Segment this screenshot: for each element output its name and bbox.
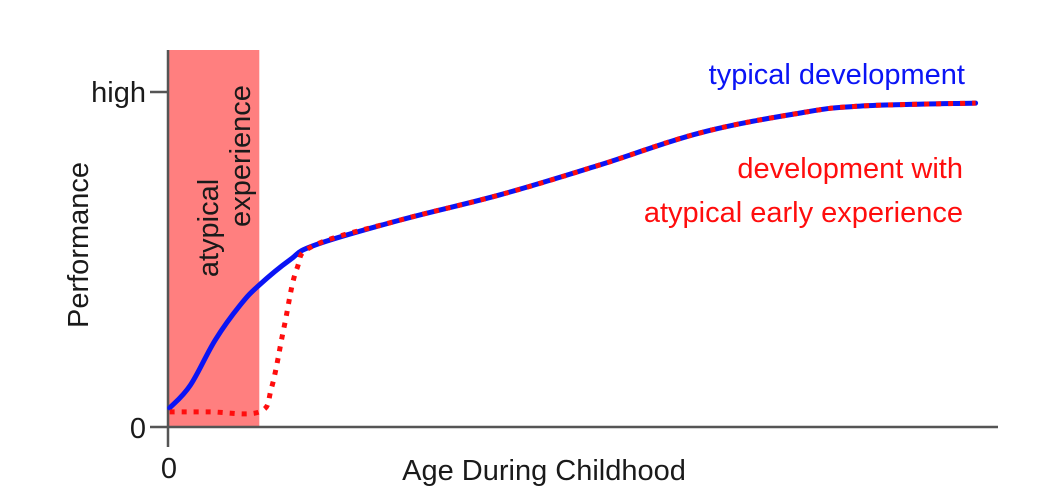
legend-atypical-line1: development with — [737, 153, 963, 185]
y-tick-label-zero: 0 — [130, 413, 146, 445]
shade-label: atypical — [193, 179, 225, 277]
shade-label-line1: atypical — [193, 179, 225, 277]
y-axis-label-group: Performance — [63, 162, 95, 328]
x-axis-label: Age During Childhood — [402, 455, 686, 487]
legend-typical: typical development — [709, 59, 965, 91]
atypical-development-line — [169, 100, 976, 417]
legend-atypical-line2: atypical early experience — [644, 197, 963, 229]
y-axis-label: Performance — [63, 162, 95, 328]
shade-label-group2: experience — [225, 85, 257, 227]
atypical-experience-region — [168, 50, 260, 427]
y-tick-label-high: high — [91, 77, 146, 109]
x-tick-label-zero: 0 — [161, 453, 177, 485]
typical-development-line — [167, 100, 979, 411]
shade-label-line2: experience — [225, 85, 257, 227]
